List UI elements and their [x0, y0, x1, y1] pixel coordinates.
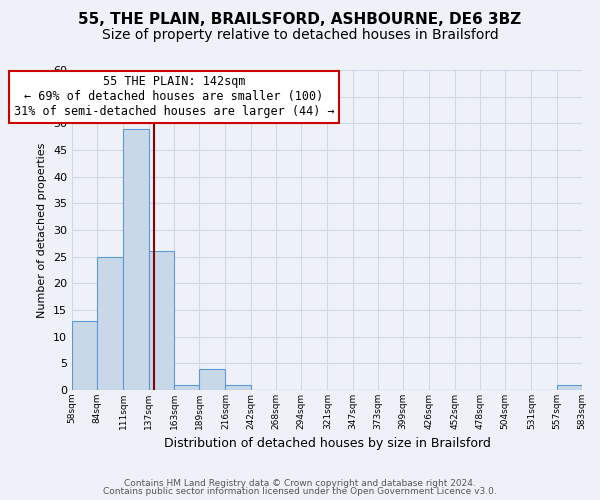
Bar — [174, 384, 199, 390]
Bar — [97, 256, 124, 390]
X-axis label: Distribution of detached houses by size in Brailsford: Distribution of detached houses by size … — [164, 438, 490, 450]
Bar — [199, 368, 226, 390]
Bar — [226, 384, 251, 390]
Bar — [72, 320, 97, 390]
Bar — [557, 384, 582, 390]
Y-axis label: Number of detached properties: Number of detached properties — [37, 142, 47, 318]
Bar — [149, 252, 174, 390]
Text: 55 THE PLAIN: 142sqm
← 69% of detached houses are smaller (100)
31% of semi-deta: 55 THE PLAIN: 142sqm ← 69% of detached h… — [14, 76, 334, 118]
Text: 55, THE PLAIN, BRAILSFORD, ASHBOURNE, DE6 3BZ: 55, THE PLAIN, BRAILSFORD, ASHBOURNE, DE… — [79, 12, 521, 28]
Text: Contains public sector information licensed under the Open Government Licence v3: Contains public sector information licen… — [103, 488, 497, 496]
Bar — [124, 128, 149, 390]
Text: Size of property relative to detached houses in Brailsford: Size of property relative to detached ho… — [101, 28, 499, 42]
Text: Contains HM Land Registry data © Crown copyright and database right 2024.: Contains HM Land Registry data © Crown c… — [124, 478, 476, 488]
